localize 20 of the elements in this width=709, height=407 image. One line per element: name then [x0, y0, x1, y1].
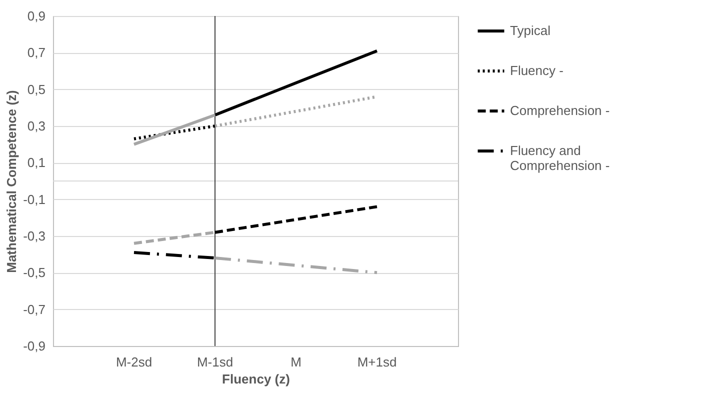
legend-label: Fluency and Comprehension - [510, 143, 610, 173]
x-tick-label: M+1sd [357, 354, 397, 370]
x-tick-label: M-1sd [196, 354, 234, 370]
y-tick-label: -0,5 [23, 265, 46, 280]
y-tick-label: -0,3 [23, 228, 46, 244]
y-tick-label: -0,1 [23, 192, 46, 207]
y-tick-label: 0,5 [27, 82, 46, 97]
y-tick-label: 0,9 [27, 8, 46, 24]
x-axis-title: Fluency (z) [222, 372, 290, 386]
legend-label: Comprehension - [510, 103, 610, 118]
y-tick-label: -0,7 [23, 302, 46, 317]
x-tick-label: M-2sd [116, 354, 152, 370]
legend-label: Typical [510, 23, 551, 38]
x-tick-label: M [290, 354, 302, 370]
y-tick-label: 0,1 [27, 155, 46, 170]
legend-label: Fluency - [510, 63, 564, 78]
y-tick-label: 0,3 [27, 118, 46, 134]
y-tick-label: -0,9 [23, 338, 46, 354]
y-tick-label: 0,7 [27, 45, 46, 60]
y-axis-title: Mathematical Competence (z) [4, 90, 20, 273]
